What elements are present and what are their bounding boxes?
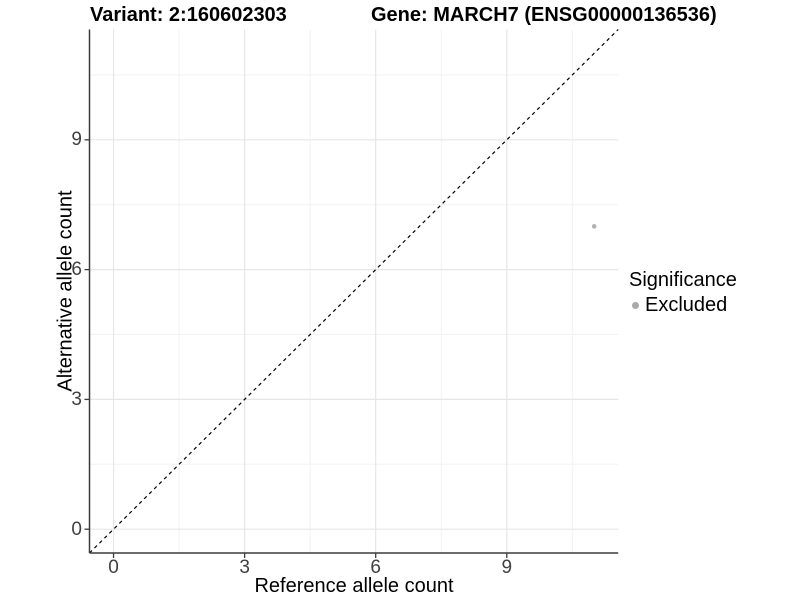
x-tick-label: 3: [239, 556, 250, 578]
y-tick-label: 0: [71, 518, 82, 540]
x-axis-title: Reference allele count: [254, 575, 454, 597]
y-tick-label: 3: [71, 388, 82, 410]
x-tick-label: 0: [108, 556, 119, 578]
legend: Significance Excluded: [629, 269, 737, 317]
gene-title: Gene: MARCH7 (ENSG00000136536): [371, 4, 717, 26]
identity-line: [89, 29, 619, 554]
variant-title: Variant: 2:160602303: [90, 4, 287, 26]
legend-title: Significance: [629, 269, 737, 291]
legend-key-dot-icon: [632, 302, 639, 309]
y-axis-title: Alternative allele count: [54, 190, 77, 392]
y-tick-label: 6: [71, 259, 82, 281]
x-tick-label: 6: [370, 556, 381, 578]
legend-item-label: Excluded: [645, 294, 728, 316]
x-tick-label: 9: [501, 556, 513, 578]
y-tick-label: 9: [71, 129, 82, 151]
data-point: [591, 224, 597, 229]
legend-item-excluded: Excluded: [629, 294, 737, 317]
